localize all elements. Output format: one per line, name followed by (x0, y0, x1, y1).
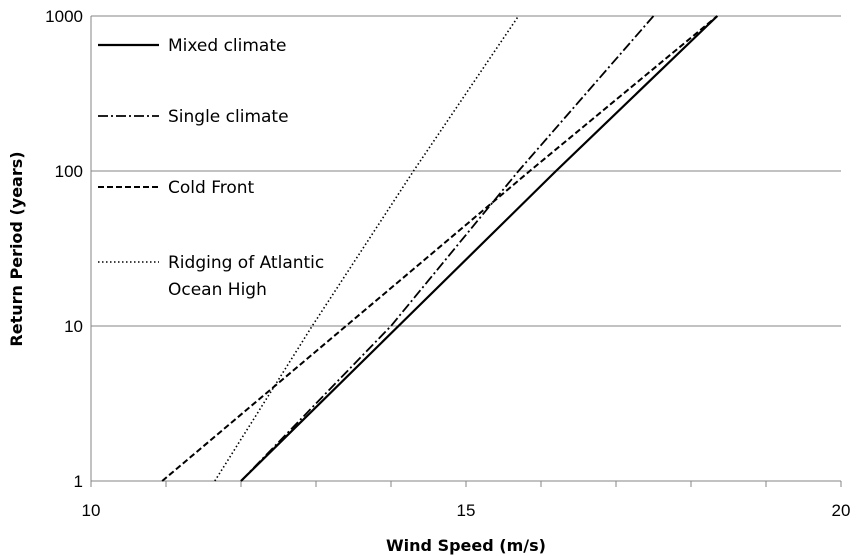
y-axis-title: Return Period (years) (7, 151, 26, 346)
legend-label-2: Cold Front (168, 178, 255, 198)
legend: Mixed climate Single climate Cold Front Rid… (98, 36, 324, 300)
legend-label-3-0: Ridging of Atlantic (168, 253, 324, 273)
series-lines (161, 15, 719, 482)
y-tick-label-100: 100 (55, 162, 83, 181)
x-tick-label-10: 10 (82, 501, 101, 520)
series-line-0 (240, 15, 719, 482)
axes (90, 16, 842, 487)
y-tick-label-10: 10 (64, 317, 83, 336)
series-line-1 (240, 15, 655, 482)
series-line-2 (161, 15, 718, 482)
series-line-3 (214, 15, 520, 482)
y-tick-label-1000: 1000 (45, 7, 83, 26)
tick-labels: 1 10 100 1000 10 15 20 (45, 7, 850, 520)
legend-label-1: Single climate (168, 107, 289, 127)
legend-label-0: Mixed climate (168, 36, 286, 56)
x-tick-label-15: 15 (457, 501, 476, 520)
legend-label-3-1: Ocean High (168, 280, 267, 300)
y-tick-label-1: 1 (74, 472, 83, 491)
x-tick-label-20: 20 (832, 501, 851, 520)
x-axis-title: Wind Speed (m/s) (386, 536, 546, 555)
